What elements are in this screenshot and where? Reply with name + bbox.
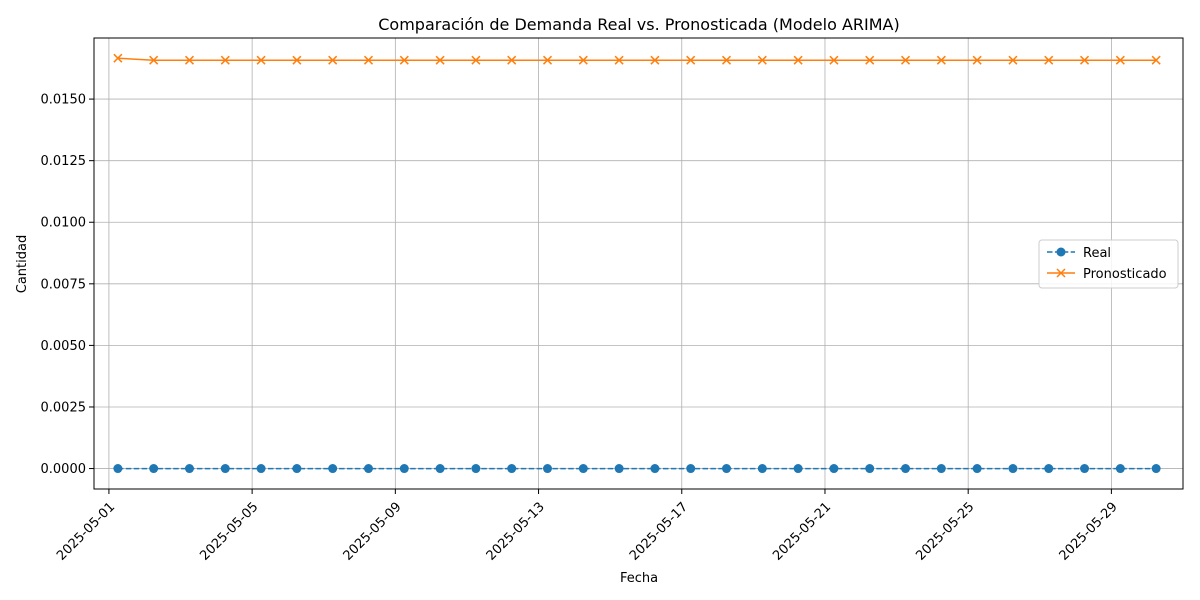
data-point-real [901,464,911,474]
data-point-real [256,464,266,474]
y-tick-label: 0.0150 [41,93,87,108]
data-point-real [865,464,875,474]
y-tick-label: 0.0025 [41,400,87,415]
data-point-pronosticado [614,55,624,65]
data-point-pronosticado [650,55,660,65]
data-point-pronosticado [1044,55,1054,65]
chart-title: Comparación de Demanda Real vs. Pronosti… [378,15,899,34]
data-point-pronosticado [542,55,553,65]
y-tick-label: 0.0125 [41,154,87,169]
data-point-real [399,464,409,474]
data-point-pronosticado [363,55,374,65]
data-point-real [686,464,696,474]
data-point-pronosticado [936,55,946,65]
data-point-real [757,464,767,474]
data-point-pronosticado [865,55,875,65]
data-point-pronosticado [900,55,911,65]
data-point-pronosticado [829,55,839,65]
data-point-real [543,464,553,474]
x-tick-label: 2025-05-05 [197,500,261,564]
data-point-real [328,464,338,474]
data-point-real [435,464,445,474]
data-point-pronosticado [1151,55,1161,65]
data-point-pronosticado [292,55,302,65]
grid [94,38,1183,489]
data-point-real [149,464,159,474]
data-point-real [829,464,839,474]
data-point-real [793,464,803,474]
x-tick-label: 2025-05-29 [1057,500,1121,564]
data-point-pronosticado [220,55,230,65]
y-tick-label: 0.0000 [41,462,87,477]
x-tick-label: 2025-05-21 [770,500,834,564]
data-point-pronosticado [471,55,481,65]
legend: Real Pronosticado [1038,239,1179,289]
y-tick-label: 0.0100 [41,216,87,231]
data-point-pronosticado [757,55,767,65]
data-point-pronosticado [149,55,159,65]
data-point-real [471,464,481,474]
x-tick-label: 2025-05-25 [913,500,977,564]
data-point-pronosticado [972,55,982,65]
y-tick-label: 0.0050 [41,339,87,354]
data-point-pronosticado [328,55,338,65]
data-point-real [722,464,732,474]
data-point-pronosticado [1115,55,1125,65]
data-point-real [113,464,123,474]
data-point-real [1080,464,1090,474]
x-tick-label: 2025-05-17 [627,500,691,564]
data-point-pronosticado [184,55,195,65]
data-point-pronosticado [507,55,517,65]
x-tick-label: 2025-05-01 [54,500,118,564]
x-axis-title: Fecha [620,571,658,586]
y-tick-label: 0.0075 [41,277,87,292]
data-point-pronosticado [256,55,266,65]
series-line-pronosticado [117,57,1157,61]
legend-real-label: Real [1083,246,1111,261]
data-point-pronosticado [113,53,123,63]
data-point-real [1008,464,1018,474]
data-point-real [650,464,660,474]
data-point-real [1115,464,1125,474]
data-point-pronosticado [435,55,445,65]
data-point-pronosticado [1008,55,1018,65]
legend-forecast-marker [1056,268,1066,278]
data-point-real [363,464,373,474]
x-tick-label: 2025-05-09 [341,500,405,564]
legend-forecast-label: Pronosticado [1083,267,1167,282]
data-point-real [220,464,230,474]
series [113,53,1161,474]
x-tick-label: 2025-05-13 [484,500,548,564]
data-point-real [614,464,624,474]
y-axis-ticks: 0.0000 0.0025 0.0050 0.0075 0.0100 0.0125 0.01… [41,93,94,477]
data-point-pronosticado [578,55,588,65]
data-point-real [1151,464,1161,474]
plot-area-frame [93,37,1184,490]
data-point-real [184,464,194,474]
data-point-pronosticado [793,55,803,65]
legend-real-marker [1056,247,1066,257]
y-axis-title: Cantidad [15,235,30,293]
data-point-real [578,464,588,474]
x-axis-ticks: 2025-05-01 2025-05-05 2025-05-09 2025-05-13… [54,489,1121,564]
data-point-pronosticado [399,55,409,65]
data-point-pronosticado [1080,55,1090,65]
data-point-pronosticado [686,55,696,65]
data-point-real [507,464,517,474]
data-point-pronosticado [721,55,732,65]
data-point-real [972,464,982,474]
data-point-real [292,464,302,474]
data-point-real [1044,464,1054,474]
data-point-real [936,464,946,474]
